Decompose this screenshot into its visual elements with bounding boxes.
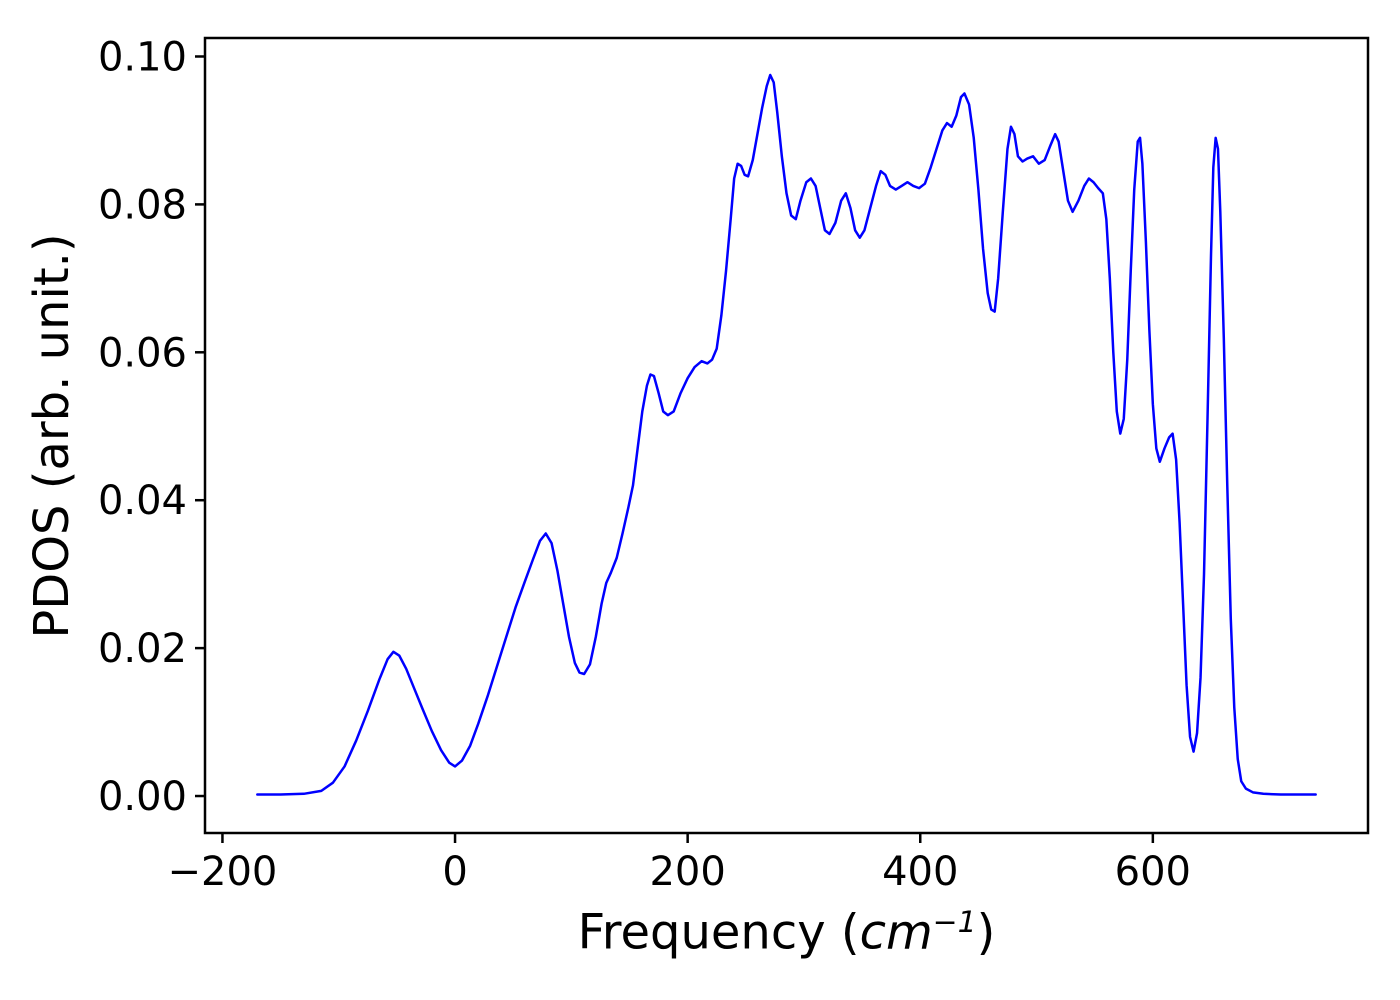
pdos-data-line — [256, 73, 1317, 796]
x-axis-label-prefix: Frequency ( — [577, 904, 860, 961]
x-axis-label: Frequency (cm−1) — [205, 905, 1368, 957]
x-axis-label-exponent: −1 — [932, 905, 977, 940]
x-tick-label: 0 — [442, 849, 467, 895]
axes-frame — [203, 36, 1370, 835]
x-tick-label: 200 — [649, 849, 725, 895]
y-tick-label: 0.00 — [98, 774, 187, 820]
y-tick-label: 0.06 — [98, 330, 187, 376]
y-axis-label: PDOS (arb. unit.) — [24, 233, 80, 639]
x-tick-label: 600 — [1115, 849, 1191, 895]
y-tick-label: 0.08 — [98, 182, 187, 228]
y-tick-label: 0.02 — [98, 626, 187, 672]
y-tick-label: 0.04 — [98, 478, 187, 524]
x-axis-label-suffix: ) — [976, 904, 996, 961]
x-tick-label: −200 — [168, 849, 278, 895]
y-tick-label: 0.10 — [98, 34, 187, 80]
x-axis-label-unit: cm — [859, 904, 933, 961]
x-tick-label: 400 — [882, 849, 958, 895]
